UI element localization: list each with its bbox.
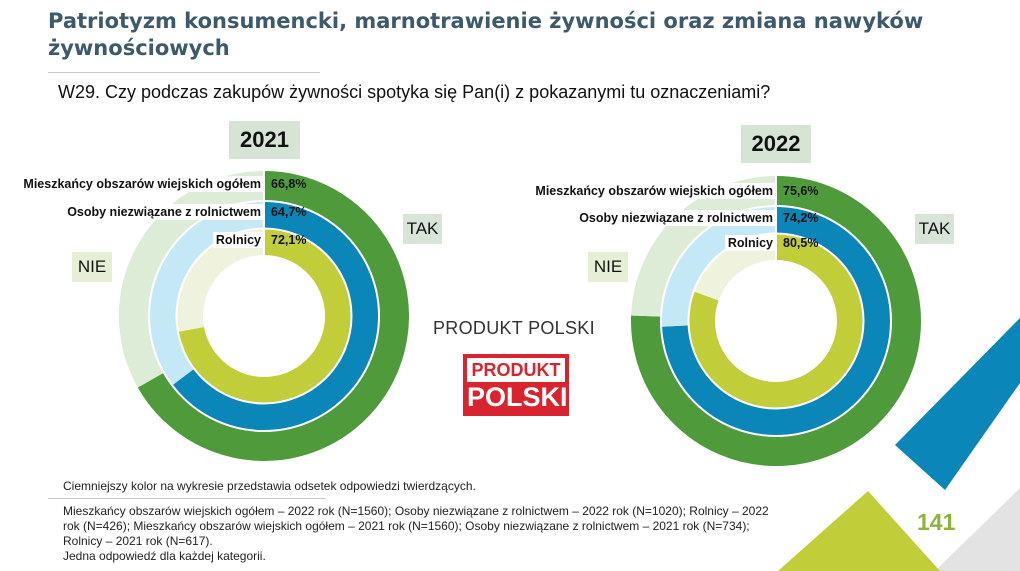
year-2021-box: 2021 [229,121,300,159]
donut-2022-outer-yes-arc [631,176,921,466]
chart-note: Ciemniejszy kolor na wykresie przedstawi… [63,479,476,493]
ring-value-2021-outer: 66,8% [271,177,307,191]
ring-value-2022-outer: 75,6% [783,184,819,198]
deco-gray-triangle [935,488,1020,571]
page-title: Patriotyzm konsumencki, marnotrawienie ż… [48,9,924,60]
donut-2021-middle-no-arc [149,201,265,386]
year-2022-box: 2022 [741,125,811,163]
ring-name-2022-middle: Osoby niezwiązane z rolnictwem [576,210,776,226]
product-caption: PRODUKT POLSKI [433,318,595,338]
ring-name-2021-inner: Rolnicy [212,232,264,248]
footnote-sample-sizes: Mieszkańcy obszarów wiejskich ogółem – 2… [63,504,769,548]
donut-2021-inner-yes-arc [178,229,351,403]
ring-value-2021-middle: 64,7% [271,205,307,219]
deco-blue-band [895,318,1020,490]
ring-name-2022-outer: Mieszkańcy obszarów wiejskich ogółem [532,183,776,199]
deco-green-triangle [778,491,940,571]
logo-line-2: POLSKI [467,382,568,412]
donut-2021-middle-yes-arc [172,201,379,431]
logo-line-1: PRODUKT [467,358,565,382]
footnote-answer-info: Jedna odpowiedź dla każdej kategorii. [63,549,266,563]
nie-label-2022: NIE [588,252,628,282]
ring-name-2021-outer: Mieszkańcy obszarów wiejskich ogółem [20,176,264,192]
donut-2021-outer-yes-arc [137,171,409,461]
footnote: Mieszkańcy obszarów wiejskich ogółem – 2… [63,504,783,564]
tak-label-2021: TAK [403,214,442,244]
question-text: W29. Czy podczas zakupów żywności spotyk… [58,82,771,102]
ring-name-2021-middle: Osoby niezwiązane z rolnictwem [64,204,264,220]
ring-name-2022-inner: Rolnicy [724,235,776,251]
tak-label-2022: TAK [915,214,954,244]
donut-2022-middle-yes-arc [661,206,891,436]
ring-value-2022-inner: 80,5% [783,236,819,250]
note-divider [48,498,326,499]
page-number: 141 [917,509,956,535]
donut-2022-inner-yes-arc [689,234,863,408]
ring-value-2021-inner: 72,1% [271,233,307,247]
nie-label-2021: NIE [72,252,112,282]
title-divider [48,72,320,73]
ring-value-2022-middle: 74,2% [783,211,819,225]
produkt-polski-logo: PRODUKT POLSKI [463,354,569,416]
